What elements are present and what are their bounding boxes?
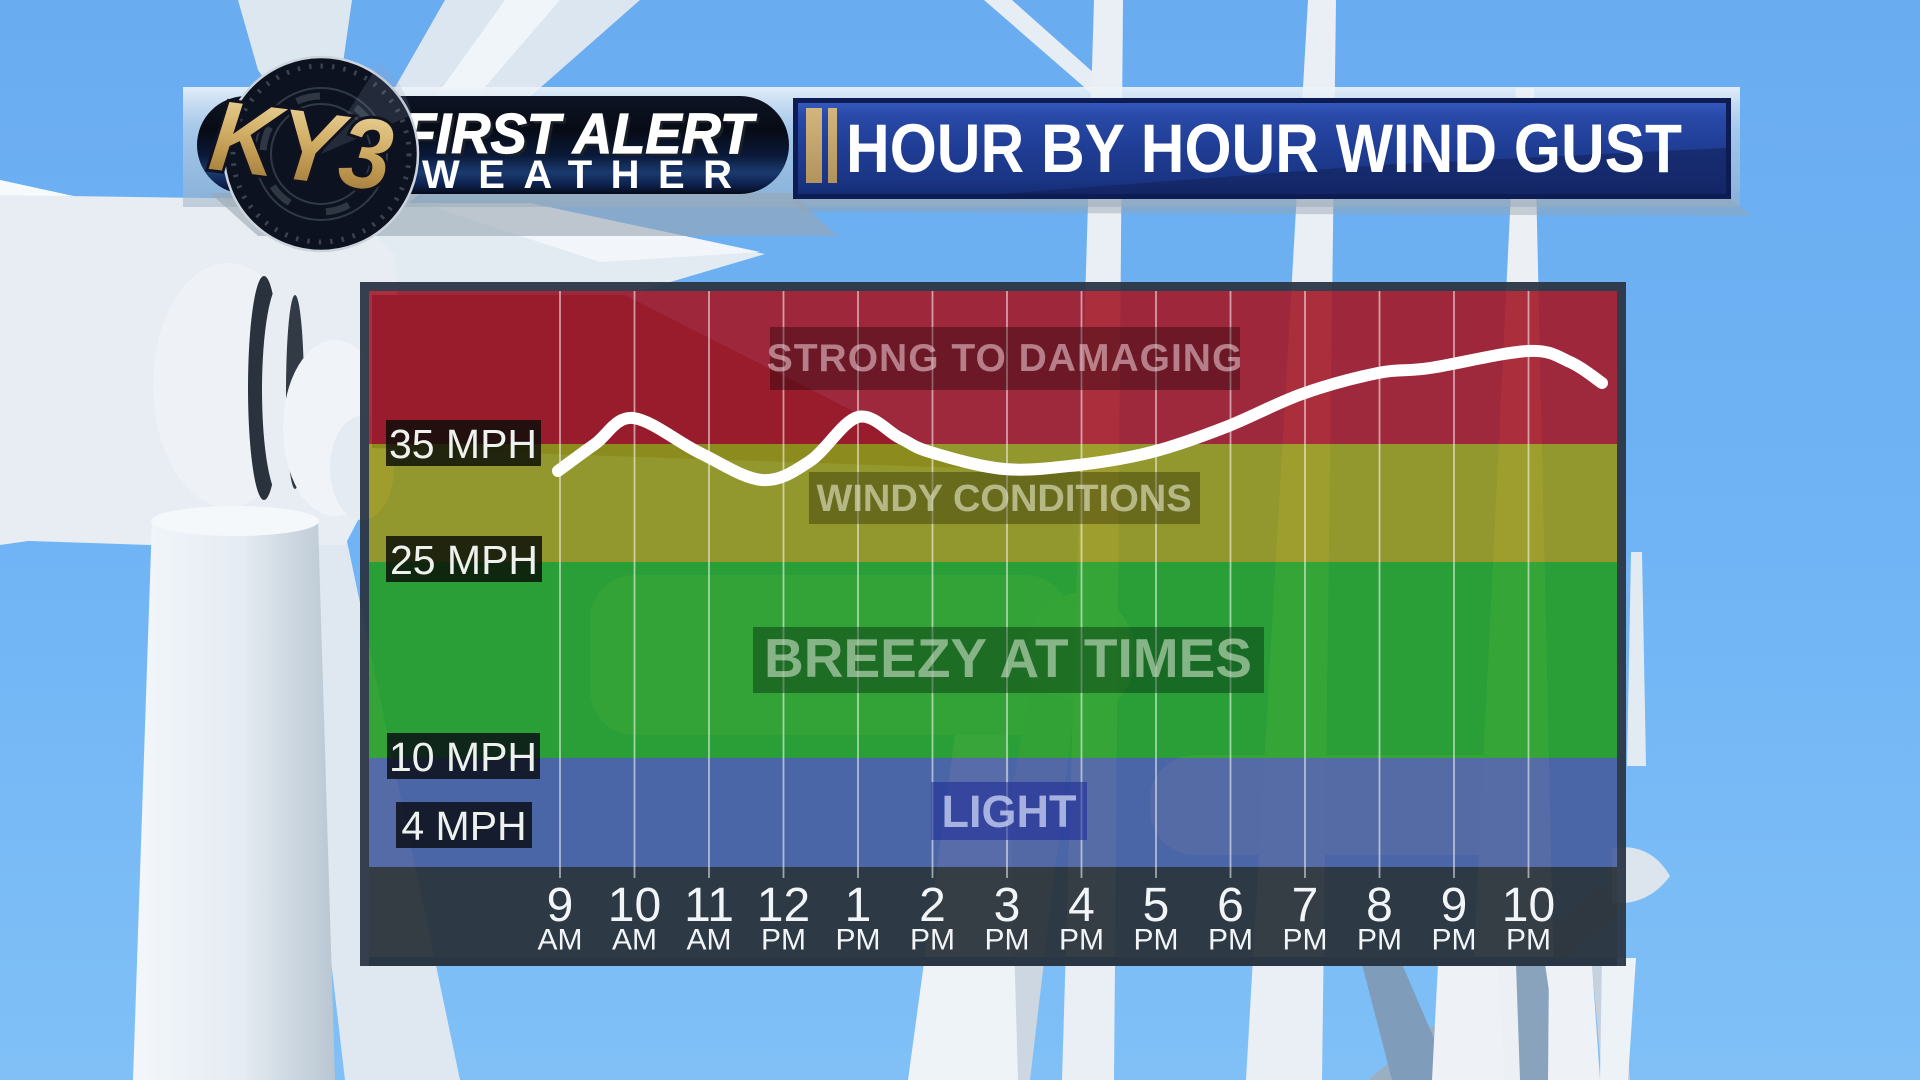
svg-text:PM: PM — [1208, 924, 1253, 957]
svg-text:FIRST ALERT: FIRST ALERT — [403, 102, 757, 166]
svg-text:25 MPH: 25 MPH — [390, 537, 538, 583]
svg-text:PM: PM — [1283, 924, 1328, 957]
svg-text:AM: AM — [687, 924, 732, 957]
svg-text:STRONG TO DAMAGING: STRONG TO DAMAGING — [767, 337, 1244, 380]
svg-text:PM: PM — [1134, 924, 1179, 957]
svg-text:2: 2 — [919, 879, 946, 932]
svg-text:4 MPH: 4 MPH — [401, 803, 526, 849]
svg-text:8: 8 — [1366, 879, 1393, 932]
svg-text:PM: PM — [761, 924, 806, 957]
svg-text:PM: PM — [1059, 924, 1104, 957]
svg-text:9: 9 — [547, 879, 574, 932]
svg-text:9: 9 — [1441, 879, 1468, 932]
svg-text:PM: PM — [1506, 924, 1551, 957]
svg-text:HOUR BY HOUR WIND GUST: HOUR BY HOUR WIND GUST — [846, 110, 1682, 187]
svg-text:LIGHT: LIGHT — [942, 786, 1077, 837]
svg-text:PM: PM — [985, 924, 1030, 957]
svg-text:6: 6 — [1217, 879, 1244, 932]
svg-text:35 MPH: 35 MPH — [389, 421, 537, 467]
svg-text:12: 12 — [757, 879, 810, 932]
svg-text:PM: PM — [836, 924, 881, 957]
svg-text:PM: PM — [1357, 924, 1402, 957]
svg-text:PM: PM — [1432, 924, 1477, 957]
svg-text:10 MPH: 10 MPH — [389, 734, 537, 780]
svg-text:10: 10 — [608, 879, 661, 932]
svg-text:KY3: KY3 — [204, 79, 398, 212]
svg-text:3: 3 — [994, 879, 1021, 932]
svg-text:WINDY CONDITIONS: WINDY CONDITIONS — [816, 478, 1191, 520]
svg-text:AM: AM — [538, 924, 583, 957]
svg-text:5: 5 — [1143, 879, 1170, 932]
svg-text:AM: AM — [612, 924, 657, 957]
svg-text:11: 11 — [684, 879, 734, 932]
svg-text:10: 10 — [1502, 879, 1555, 932]
svg-text:7: 7 — [1292, 879, 1319, 932]
svg-text:PM: PM — [910, 924, 955, 957]
svg-text:BREEZY AT TIMES: BREEZY AT TIMES — [764, 627, 1252, 689]
svg-text:4: 4 — [1068, 879, 1095, 932]
svg-text:1: 1 — [845, 879, 872, 932]
svg-text:FIRST ALERT: FIRST ALERT — [406, 105, 760, 169]
